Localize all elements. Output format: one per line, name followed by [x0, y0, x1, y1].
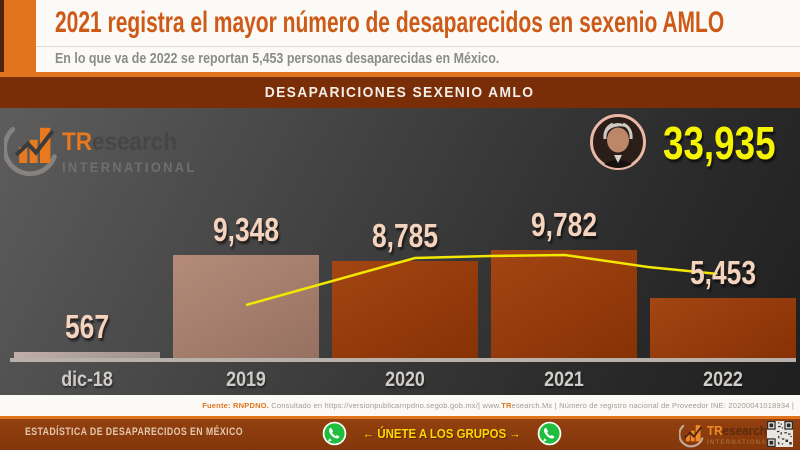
- header-divider: [36, 46, 800, 47]
- bar-2022: [650, 298, 796, 358]
- left-orange-border: [4, 0, 36, 72]
- bar-value-label: 567: [64, 308, 110, 345]
- section-banner: DESAPARICIONES SEXENIO AMLO: [0, 77, 800, 108]
- join-groups-label[interactable]: ← ÚNETE A LOS GRUPOS →: [362, 426, 521, 441]
- footer-brand-logo: TResearch INTERNATIONAL: [679, 420, 775, 448]
- amlo-portrait: [589, 113, 647, 171]
- footer-brand-rest: esearch: [722, 423, 767, 438]
- footer-bar: [0, 419, 800, 450]
- bar-2021: [491, 250, 637, 358]
- bar-value-label: 9,782: [530, 206, 598, 243]
- source-strip: Fuente: RNPDNO. Consultado en https://ve…: [0, 395, 800, 416]
- x-axis-label: 2021: [544, 368, 584, 391]
- chart-title: DESAPARICIONES SEXENIO AMLO: [265, 84, 535, 101]
- source-text: Fuente: RNPDNO. Consultado en https://ve…: [202, 401, 794, 410]
- bar-chart-logo-icon: [679, 424, 704, 448]
- brand-name-tr: TR: [62, 128, 92, 156]
- whatsapp-icon[interactable]: [322, 421, 347, 446]
- footer-caption: ESTADÍSTICA DE DESAPARECIDOS EN MÉXICO: [25, 426, 243, 438]
- join-groups-cta[interactable]: ← ÚNETE A LOS GRUPOS →: [322, 421, 562, 446]
- x-axis-baseline: [10, 358, 796, 362]
- source-brand-tr: TR: [501, 401, 512, 410]
- bar-dic-18: [14, 352, 160, 358]
- x-axis-label: 2019: [226, 368, 266, 391]
- bar-value-label: 8,785: [371, 217, 439, 254]
- chart-plot-area: 567 dic-18 9,348 2019 8,785 2020 9,782 2021 5,45…: [0, 108, 800, 395]
- bar-chart-logo-icon: [4, 127, 57, 177]
- brand-name-rest: esearch: [91, 128, 178, 156]
- header: 2021 registra el mayor número de desapar…: [0, 0, 800, 72]
- brand-name: TResearch: [62, 128, 190, 157]
- bar-value-label: 5,453: [689, 254, 757, 291]
- bar-2020: [332, 261, 478, 358]
- source-prefix: Fuente:: [202, 401, 231, 410]
- x-axis-label: dic-18: [61, 368, 113, 391]
- source-middle: Consultado en https://versionpublicarnpd…: [269, 401, 502, 410]
- qr-code[interactable]: [767, 421, 793, 447]
- footer-brand-name: TResearch: [707, 423, 768, 438]
- footer-brand-subname: INTERNATIONAL: [707, 439, 772, 446]
- brand-subname: INTERNATIONAL: [62, 160, 197, 175]
- bar-value-label: 9,348: [212, 211, 280, 248]
- orange-divider-bottom: [0, 416, 800, 419]
- x-axis-label: 2020: [385, 368, 425, 391]
- page-title: 2021 registra el mayor número de desapar…: [55, 6, 725, 39]
- amlo-portrait-icon: [590, 114, 646, 170]
- left-dark-border: [0, 0, 4, 77]
- sexenio-total-value: 33,935: [663, 117, 776, 169]
- whatsapp-icon[interactable]: [537, 421, 562, 446]
- footer-brand-tr: TR: [707, 423, 723, 438]
- page-subtitle: En lo que va de 2022 se reportan 5,453 p…: [55, 50, 500, 67]
- bar-2019: [173, 255, 319, 358]
- x-axis-label: 2022: [703, 368, 743, 391]
- orange-divider-top: [0, 72, 800, 77]
- brand-logo: TResearch INTERNATIONAL: [4, 116, 204, 178]
- source-name: RNPDNO.: [233, 401, 270, 410]
- source-suffix: esearch.Mx | Número de registro nacional…: [511, 401, 794, 410]
